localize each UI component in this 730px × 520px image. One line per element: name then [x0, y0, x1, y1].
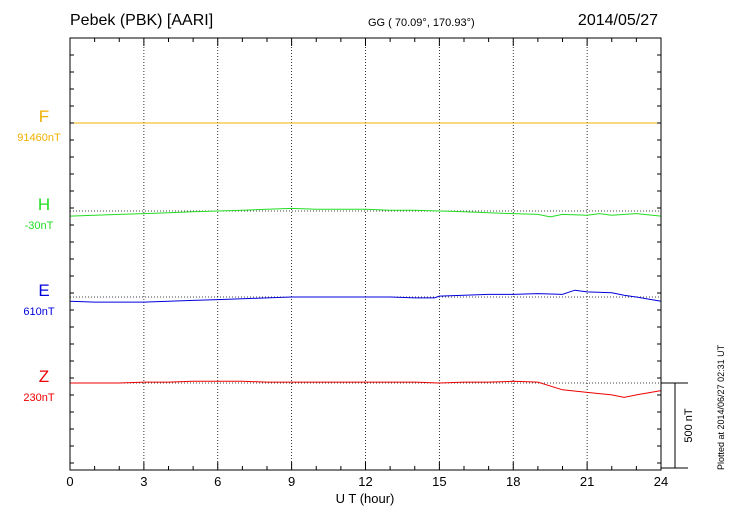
x-tick-label-24: 24 [654, 474, 668, 489]
series-name-Z: Z [39, 367, 49, 386]
x-tick-label-12: 12 [358, 474, 372, 489]
series-labels: F 91460nT H -30nT E 610nT Z 230nT [17, 107, 61, 404]
x-tick-label-6: 6 [214, 474, 221, 489]
series-line-H [69, 207, 662, 218]
x-tick-label-3: 3 [140, 474, 147, 489]
series-lines [69, 122, 662, 398]
series-name-H: H [38, 195, 50, 214]
baseline-value-F: 91460nT [17, 132, 61, 144]
station-title: Pebek (PBK) [AARI] [70, 12, 214, 29]
x-tick-label-0: 0 [66, 474, 73, 489]
scale-bar-label: 500 nT [683, 408, 695, 443]
series-name-E: E [38, 281, 49, 300]
x-axis-label: U T (hour) [336, 491, 395, 506]
geo-coordinates: GG ( 70.09°, 170.93°) [368, 17, 475, 29]
grid-lines [143, 38, 588, 470]
plotted-at-note: Plotted at 2014/06/27 02:31 UT [716, 344, 726, 470]
series-line-Z [70, 380, 662, 398]
series-name-F: F [39, 107, 49, 126]
series-line-E [69, 289, 662, 303]
baseline-value-E: 610nT [23, 306, 54, 318]
x-tick-label-18: 18 [506, 474, 520, 489]
x-tick-label-15: 15 [432, 474, 446, 489]
x-tick-label-9: 9 [288, 474, 295, 489]
baseline-value-Z: 230nT [23, 392, 54, 404]
x-tick-labels: 0 3 6 9 12 15 18 21 24 [66, 474, 668, 489]
date-label: 2014/05/27 [577, 12, 658, 29]
scale-bar: 500 nT [661, 382, 695, 469]
axis-ticks [69, 38, 662, 470]
x-tick-label-21: 21 [580, 474, 594, 489]
baseline-value-H: -30nT [25, 220, 54, 232]
